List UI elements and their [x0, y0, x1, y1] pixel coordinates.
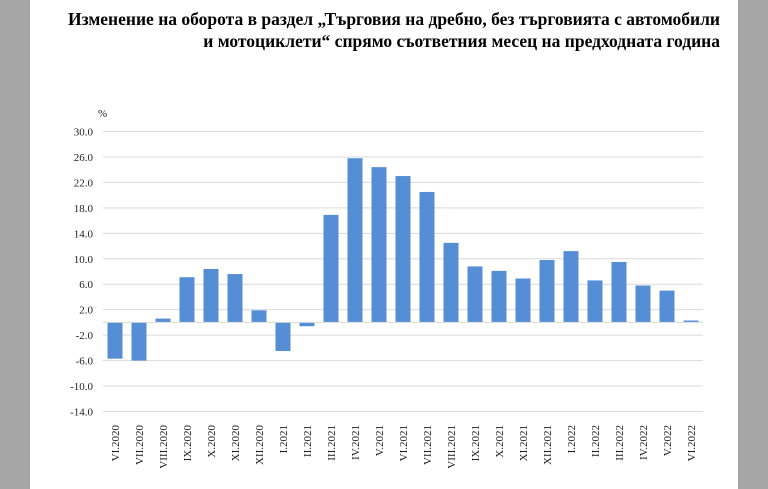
x-tick-label: IV.2022 [638, 425, 650, 460]
bar [131, 322, 147, 361]
bar [395, 176, 411, 323]
x-tick-label: XI.2020 [230, 425, 242, 462]
y-tick-label: 22.0 [74, 177, 94, 189]
bar [419, 191, 435, 323]
x-tick-label: VII.2021 [422, 425, 434, 465]
bar [443, 242, 459, 323]
x-tick-label: VIII.2020 [158, 425, 170, 469]
bar [107, 322, 123, 359]
x-tick-label: VIII.2021 [446, 425, 458, 469]
bar [299, 322, 315, 327]
x-tick-label: VI.2021 [398, 425, 410, 461]
bar [491, 270, 507, 323]
y-tick-label: 2.0 [79, 305, 93, 317]
bar [155, 318, 171, 323]
x-tick-label: V.2021 [374, 425, 386, 456]
y-tick-label: 26.0 [74, 152, 94, 164]
bar [251, 310, 267, 323]
x-tick-label: VI.2020 [110, 425, 122, 462]
x-tick-label: V.2022 [662, 425, 674, 456]
page: Изменение на оборота в раздел „Търговия … [30, 0, 738, 489]
bar [179, 277, 195, 323]
bar [347, 158, 363, 323]
x-tick-label: I.2022 [566, 425, 578, 453]
chart-title: Изменение на оборота в раздел „Търговия … [67, 9, 720, 51]
bar [467, 266, 483, 323]
y-tick-label: -2.0 [76, 330, 94, 342]
bar [539, 260, 555, 323]
x-tick-label: VII.2020 [134, 425, 146, 466]
y-tick-label: -14.0 [70, 407, 93, 419]
y-tick-label: 14.0 [74, 228, 94, 240]
x-tick-label: X.2021 [494, 425, 506, 458]
x-tick-label: XII.2021 [542, 425, 554, 465]
y-tick-label: 18.0 [74, 203, 94, 215]
bar [683, 320, 699, 323]
x-tick-label: III.2022 [614, 425, 626, 461]
bar [203, 268, 219, 323]
bar [587, 280, 603, 323]
x-tick-label: III.2021 [326, 425, 338, 461]
bar [227, 274, 243, 323]
x-tick-label: XII.2020 [254, 425, 266, 466]
bar [611, 261, 627, 323]
x-tick-label: IX.2020 [182, 425, 194, 462]
x-tick-label: XI.2021 [518, 425, 530, 461]
bar [275, 322, 291, 352]
bar [515, 278, 531, 323]
bar [659, 290, 675, 323]
x-tick-label: IV.2021 [350, 425, 362, 460]
bar [635, 285, 651, 323]
bar [563, 251, 579, 323]
x-tick-label: II.2022 [590, 425, 602, 457]
bar [371, 167, 387, 323]
x-tick-label: IX.2021 [470, 425, 482, 461]
y-tick-label: -10.0 [70, 381, 93, 393]
y-tick-label: 10.0 [74, 254, 94, 266]
y-tick-label: 30.0 [74, 127, 94, 139]
x-tick-label: X.2020 [206, 425, 218, 458]
bar [323, 214, 339, 323]
x-tick-label: VI.2022 [686, 425, 698, 461]
y-tick-label: 6.0 [79, 279, 93, 291]
y-tick-label: -6.0 [76, 356, 94, 368]
x-tick-label: I.2021 [278, 425, 290, 453]
y-axis-unit: % [98, 108, 107, 120]
x-tick-label: II.2021 [302, 425, 314, 457]
